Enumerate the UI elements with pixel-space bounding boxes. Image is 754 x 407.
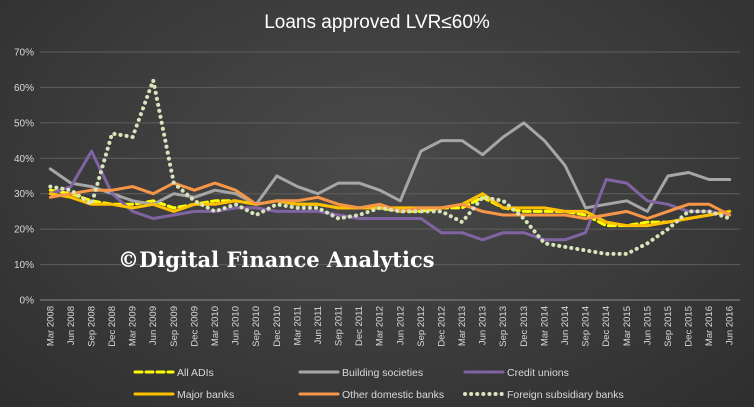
x-tick-label: Dec 2009: [189, 306, 200, 347]
x-tick-label: Jun 2012: [395, 306, 406, 345]
series-line-foreign-subsidiary-banks: [48, 78, 732, 256]
legend-label: Other domestic banks: [342, 389, 444, 401]
series-line-credit-unions: [48, 149, 732, 242]
series-line-other-domestic-banks: [48, 181, 732, 220]
x-tick-label: Dec 2010: [272, 306, 283, 347]
y-tick-label: 60%: [14, 83, 34, 94]
x-tick-label: Sep 2013: [498, 306, 509, 347]
legend-label: Building societies: [342, 367, 423, 379]
x-tick-label: Sep 2009: [169, 306, 180, 347]
y-tick-label: 40%: [14, 154, 34, 165]
y-tick-label: 10%: [14, 260, 34, 271]
y-tick-label: 20%: [14, 225, 34, 236]
x-tick-label: Dec 2013: [519, 306, 530, 347]
x-tick-label: Sep 2014: [581, 306, 592, 347]
x-tick-label: Jun 2014: [560, 306, 571, 345]
legend: All ADIs Building societies Credit unions M…: [133, 367, 624, 401]
x-tick-label: Sep 2008: [86, 306, 97, 347]
x-tick-label: Dec 2008: [107, 306, 118, 347]
x-tick-label: Mar 2010: [210, 306, 221, 346]
x-tick-label: Jun 2011: [313, 306, 324, 344]
x-tick-label: Dec 2015: [684, 306, 695, 347]
y-tick-label: 0%: [20, 296, 35, 307]
y-tick-label: 30%: [14, 189, 34, 200]
legend-label: All ADIs: [177, 367, 214, 379]
x-tick-label: Jun 2010: [231, 306, 242, 345]
gridlines: [40, 51, 740, 301]
legend-label: Major banks: [177, 389, 234, 401]
y-tick-label: 70%: [14, 48, 34, 59]
watermark: ©Digital Finance Analytics: [118, 247, 435, 272]
x-tick-label: Dec 2012: [436, 306, 447, 347]
x-tick-label: Mar 2011: [292, 306, 303, 345]
x-tick-label: Sep 2015: [663, 306, 674, 347]
y-axis-tick-labels: 0% 10% 20% 30% 40% 50% 60% 70%: [14, 48, 34, 307]
x-axis-tick-labels: Mar 2008 Jun 2008 Sep 2008 Dec 2008 Mar 2009…: [45, 306, 735, 347]
x-tick-label: Mar 2014: [539, 306, 550, 346]
y-tick-label: 50%: [14, 118, 34, 129]
x-tick-label: Mar 2012: [375, 306, 386, 346]
x-tick-label: Mar 2008: [45, 306, 56, 346]
x-tick-label: Mar 2016: [704, 306, 715, 346]
x-tick-label: Jun 2008: [66, 306, 77, 345]
x-tick-label: Jun 2015: [642, 306, 653, 345]
series-lines: [48, 78, 732, 256]
x-tick-label: Sep 2011: [334, 306, 345, 346]
series-line-building-societies: [48, 121, 732, 213]
x-tick-label: Jun 2009: [148, 306, 159, 345]
x-tick-label: Mar 2009: [128, 306, 139, 346]
x-tick-label: Jun 2013: [478, 306, 489, 345]
legend-label: Credit unions: [507, 367, 569, 379]
chart-title: Loans approved LVR≤60%: [264, 12, 490, 33]
x-tick-label: Sep 2010: [251, 306, 262, 347]
x-tick-label: Mar 2013: [457, 306, 468, 346]
x-tick-label: Sep 2012: [416, 306, 427, 347]
x-tick-label: Mar 2015: [622, 306, 633, 346]
x-tick-label: Jun 2016: [725, 306, 736, 345]
x-tick-label: Dec 2011: [354, 306, 365, 346]
legend-label: Foreign subsidiary banks: [507, 389, 624, 401]
x-tick-label: Dec 2014: [601, 306, 612, 347]
